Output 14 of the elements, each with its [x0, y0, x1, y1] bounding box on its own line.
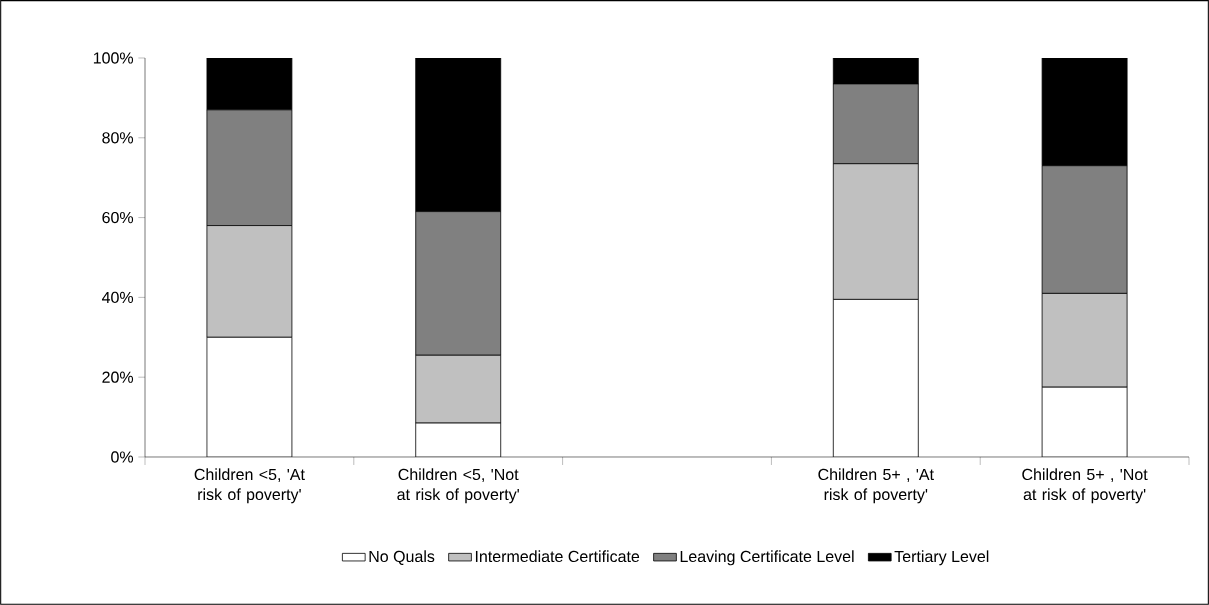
- x-tick-label: Children 5+ , 'At risk of poverty': [818, 468, 934, 504]
- legend-label: Intermediate Certificate: [475, 550, 640, 563]
- x-tick-label: Children <5, 'Not at risk of poverty': [397, 468, 519, 504]
- legend-label: Leaving Certificate Level: [680, 550, 854, 566]
- legend-label: Tertiary Level: [894, 550, 989, 566]
- y-tick-label: 60%: [102, 211, 134, 224]
- y-tick-label: 80%: [102, 132, 134, 144]
- legend-label: No Quals: [369, 550, 435, 565]
- y-tick-label: 40%: [101, 291, 134, 304]
- y-tick-label: 100%: [93, 52, 134, 64]
- y-tick-label: 20%: [102, 371, 134, 383]
- x-tick-label: Children <5, 'At risk of poverty': [194, 468, 305, 504]
- y-tick-label: 0%: [111, 451, 134, 463]
- x-tick-label: Children 5+ , 'Not at risk of poverty': [1022, 468, 1148, 504]
